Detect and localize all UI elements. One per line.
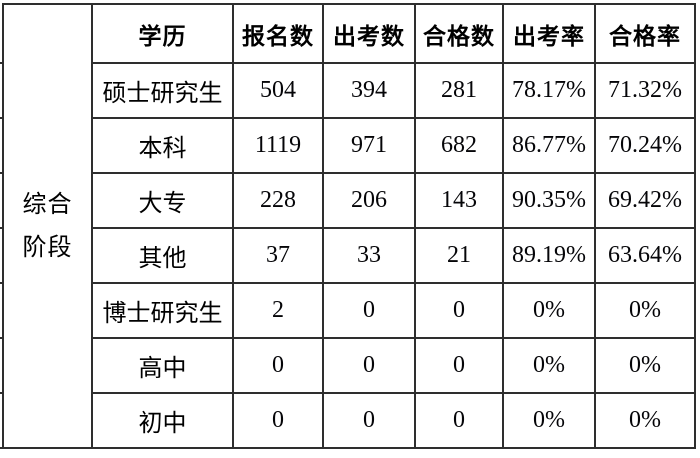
stage-cell: 综合 阶段 [2,3,93,449]
header-passed-count: 合格数 [414,3,504,64]
header-education: 学历 [91,3,234,64]
table-row: 硕士研究生 504 394 281 78.17% 71.32% [0,62,696,119]
table-row: 初中 0 0 0 0% 0% [0,392,696,449]
table-row: 其他 37 33 21 89.19% 63.64% [0,227,696,284]
data-cell: 21 [414,227,504,284]
data-cell: 1119 [232,117,324,174]
data-cell: 0% [502,392,596,449]
header-registered-count: 报名数 [232,3,324,64]
data-cell: 69.42% [594,172,696,229]
data-cell: 0 [322,392,416,449]
data-cell: 971 [322,117,416,174]
data-cell: 78.17% [502,62,596,119]
data-cell: 228 [232,172,324,229]
data-cell: 0 [232,337,324,394]
table-row: 高中 0 0 0 0% 0% [0,337,696,394]
data-cell: 0% [594,392,696,449]
data-cell: 71.32% [594,62,696,119]
data-cell: 0 [414,392,504,449]
data-cell: 2 [232,282,324,339]
data-cell: 0% [594,282,696,339]
data-cell: 89.19% [502,227,596,284]
data-cell: 281 [414,62,504,119]
row-label: 硕士研究生 [91,62,234,119]
data-cell: 90.35% [502,172,596,229]
header-attendance-rate: 出考率 [502,3,596,64]
data-cell: 63.64% [594,227,696,284]
header-attended-count: 出考数 [322,3,416,64]
data-cell: 0 [414,337,504,394]
row-label: 初中 [91,392,234,449]
data-cell: 143 [414,172,504,229]
data-cell: 0 [414,282,504,339]
data-cell: 0 [232,392,324,449]
row-label: 本科 [91,117,234,174]
header-pass-rate: 合格率 [594,3,696,64]
left-edge-mark [0,173,3,229]
left-edge-mark [0,118,3,174]
data-cell: 33 [322,227,416,284]
row-label: 其他 [91,227,234,284]
left-edge-mark [0,228,3,284]
data-cell: 37 [232,227,324,284]
data-cell: 206 [322,172,416,229]
data-cell: 0% [502,282,596,339]
data-cell: 0% [502,337,596,394]
row-label: 高中 [91,337,234,394]
left-edge-mark [0,63,3,119]
left-edge-mark [0,338,3,394]
data-cell: 70.24% [594,117,696,174]
left-edge-mark [0,393,3,449]
left-edge-mark [0,4,3,64]
data-cell: 0 [322,337,416,394]
data-cell: 394 [322,62,416,119]
row-label: 大专 [91,172,234,229]
table-row: 博士研究生 2 0 0 0% 0% [0,282,696,339]
data-cell: 682 [414,117,504,174]
row-label: 博士研究生 [91,282,234,339]
left-edge-mark [0,283,3,339]
results-table: 综合 阶段 学历 报名数 出考数 合格数 出考率 合格率 硕士研究生 504 3… [0,3,696,449]
data-cell: 0% [594,337,696,394]
table-row: 大专 228 206 143 90.35% 69.42% [0,172,696,229]
data-cell: 504 [232,62,324,119]
header-row: 综合 阶段 学历 报名数 出考数 合格数 出考率 合格率 [0,3,696,449]
data-cell: 86.77% [502,117,596,174]
table-row: 本科 1119 971 682 86.77% 70.24% [0,117,696,174]
data-cell: 0 [322,282,416,339]
